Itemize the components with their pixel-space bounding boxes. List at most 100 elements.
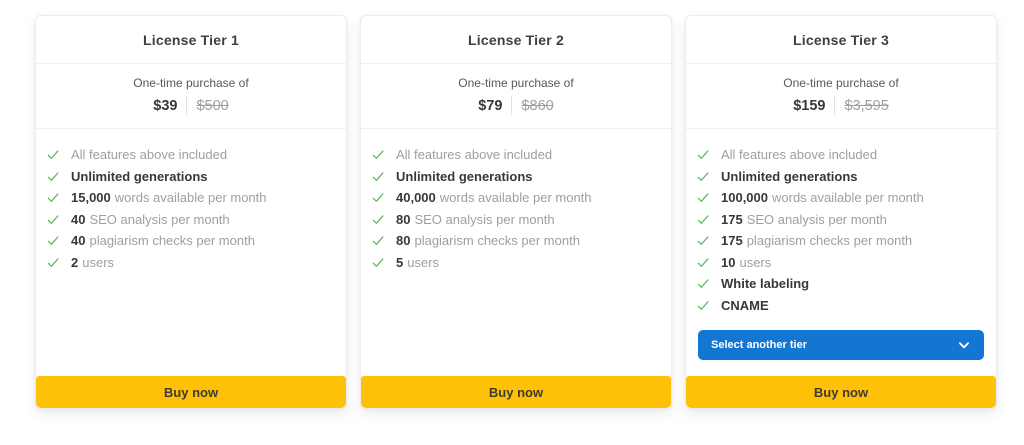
feature-value: 40,000 (396, 190, 436, 205)
feature-item: 2 users (46, 254, 332, 270)
chevron-down-icon (958, 342, 970, 349)
check-icon (47, 193, 59, 202)
feature-text: White labeling (721, 277, 809, 291)
pricing-card: License Tier 3 One-time purchase of $159… (685, 15, 997, 409)
check-icon (697, 236, 709, 245)
feature-value: 175 (721, 211, 743, 227)
feature-item: 80 plagiarism checks per month (371, 234, 657, 248)
check-icon (47, 257, 59, 267)
feature-label: words available per month (114, 190, 267, 205)
old-price: $860 (521, 97, 554, 114)
feature-label: words available per month (439, 190, 592, 205)
feature-item: 175 plagiarism checks per month (696, 234, 982, 248)
check-icon (697, 171, 709, 181)
price-section: One-time purchase of $39 $500 (36, 64, 346, 129)
feature-value: Unlimited generations (396, 168, 533, 184)
feature-label: All features above included (71, 147, 228, 162)
feature-value: 175 (721, 233, 743, 248)
feature-text: 10 users (721, 254, 771, 270)
feature-item: 100,000 words available per month (696, 191, 982, 205)
price-section: One-time purchase of $79 $860 (361, 64, 671, 129)
buy-now-button[interactable]: Buy now (36, 376, 346, 408)
feature-text: 40,000 words available per month (396, 191, 592, 205)
feature-value: 100,000 (721, 190, 768, 205)
feature-item: CNAME (696, 298, 982, 313)
price-line: $159 $3,595 (686, 96, 996, 115)
feature-value: 15,000 (71, 190, 111, 205)
feature-item: Unlimited generations (371, 168, 657, 184)
buy-now-button[interactable]: Buy now (361, 376, 671, 408)
feature-item: All features above included (696, 148, 982, 162)
feature-value: 40 (71, 233, 86, 248)
feature-label: SEO analysis per month (746, 211, 887, 227)
feature-item: 10 users (696, 254, 982, 270)
price-divider (511, 96, 513, 115)
feature-text: 80 SEO analysis per month (396, 211, 555, 227)
price-line: $79 $860 (361, 96, 671, 115)
check-icon (372, 257, 384, 267)
feature-item: 15,000 words available per month (46, 191, 332, 205)
feature-item: 40,000 words available per month (371, 191, 657, 205)
feature-label: plagiarism checks per month (89, 233, 255, 248)
check-icon (697, 193, 709, 202)
feature-item: 40 plagiarism checks per month (46, 234, 332, 248)
feature-item: Unlimited generations (696, 168, 982, 184)
feature-value: 80 (396, 233, 411, 248)
old-price: $500 (196, 97, 229, 114)
feature-item: 80 SEO analysis per month (371, 211, 657, 227)
feature-value: White labeling (721, 276, 810, 291)
feature-value: Unlimited generations (721, 168, 858, 184)
check-icon (47, 171, 59, 181)
feature-text: 15,000 words available per month (71, 191, 267, 205)
check-icon (697, 300, 709, 310)
current-price: $159 (793, 97, 826, 114)
feature-label: All features above included (721, 147, 878, 162)
check-icon (372, 214, 384, 224)
select-tier-dropdown[interactable]: Select another tier (698, 330, 984, 360)
pricing-card: License Tier 2 One-time purchase of $79 … (360, 15, 672, 409)
feature-value: 5 (396, 254, 404, 270)
feature-text: 40 SEO analysis per month (71, 211, 230, 227)
feature-text: 175 SEO analysis per month (721, 211, 887, 227)
pricing-card: License Tier 1 One-time purchase of $39 … (35, 15, 347, 409)
feature-item: 175 SEO analysis per month (696, 211, 982, 227)
feature-item: All features above included (46, 148, 332, 162)
check-icon (697, 214, 709, 224)
feature-item: Unlimited generations (46, 168, 332, 184)
feature-item: White labeling (696, 277, 982, 291)
feature-list: All features above included Unlimited ge… (36, 129, 346, 376)
feature-label: SEO analysis per month (414, 211, 555, 227)
feature-text: 175 plagiarism checks per month (721, 234, 912, 248)
pricing-row: License Tier 1 One-time purchase of $39 … (35, 15, 997, 409)
check-icon (697, 150, 709, 159)
feature-label: words available per month (772, 190, 924, 205)
old-price: $3,595 (844, 97, 889, 114)
feature-text: 100,000 words available per month (721, 191, 924, 205)
price-label: One-time purchase of (458, 76, 574, 90)
feature-value: Unlimited generations (71, 168, 208, 184)
feature-text: Unlimited generations (721, 168, 858, 184)
current-price: $79 (478, 97, 503, 114)
check-icon (372, 236, 384, 245)
check-icon (47, 150, 59, 159)
buy-now-button[interactable]: Buy now (686, 376, 996, 408)
price-divider (186, 96, 188, 115)
feature-list: All features above included Unlimited ge… (686, 129, 996, 330)
feature-item: 5 users (371, 254, 657, 270)
feature-text: CNAME (721, 298, 769, 313)
check-icon (697, 279, 709, 288)
feature-label: users (82, 254, 115, 270)
feature-value: 40 (71, 211, 86, 227)
check-icon (372, 150, 384, 159)
feature-list: All features above included Unlimited ge… (361, 129, 671, 376)
feature-label: SEO analysis per month (89, 211, 230, 227)
check-icon (372, 193, 384, 202)
feature-value: 10 (721, 254, 736, 270)
price-label: One-time purchase of (133, 76, 249, 90)
feature-text: 40 plagiarism checks per month (71, 234, 255, 248)
feature-label: plagiarism checks per month (746, 233, 913, 248)
select-tier-label: Select another tier (711, 339, 807, 351)
feature-text: All features above included (71, 148, 227, 162)
feature-label: plagiarism checks per month (414, 233, 580, 248)
feature-label: All features above included (396, 147, 553, 162)
